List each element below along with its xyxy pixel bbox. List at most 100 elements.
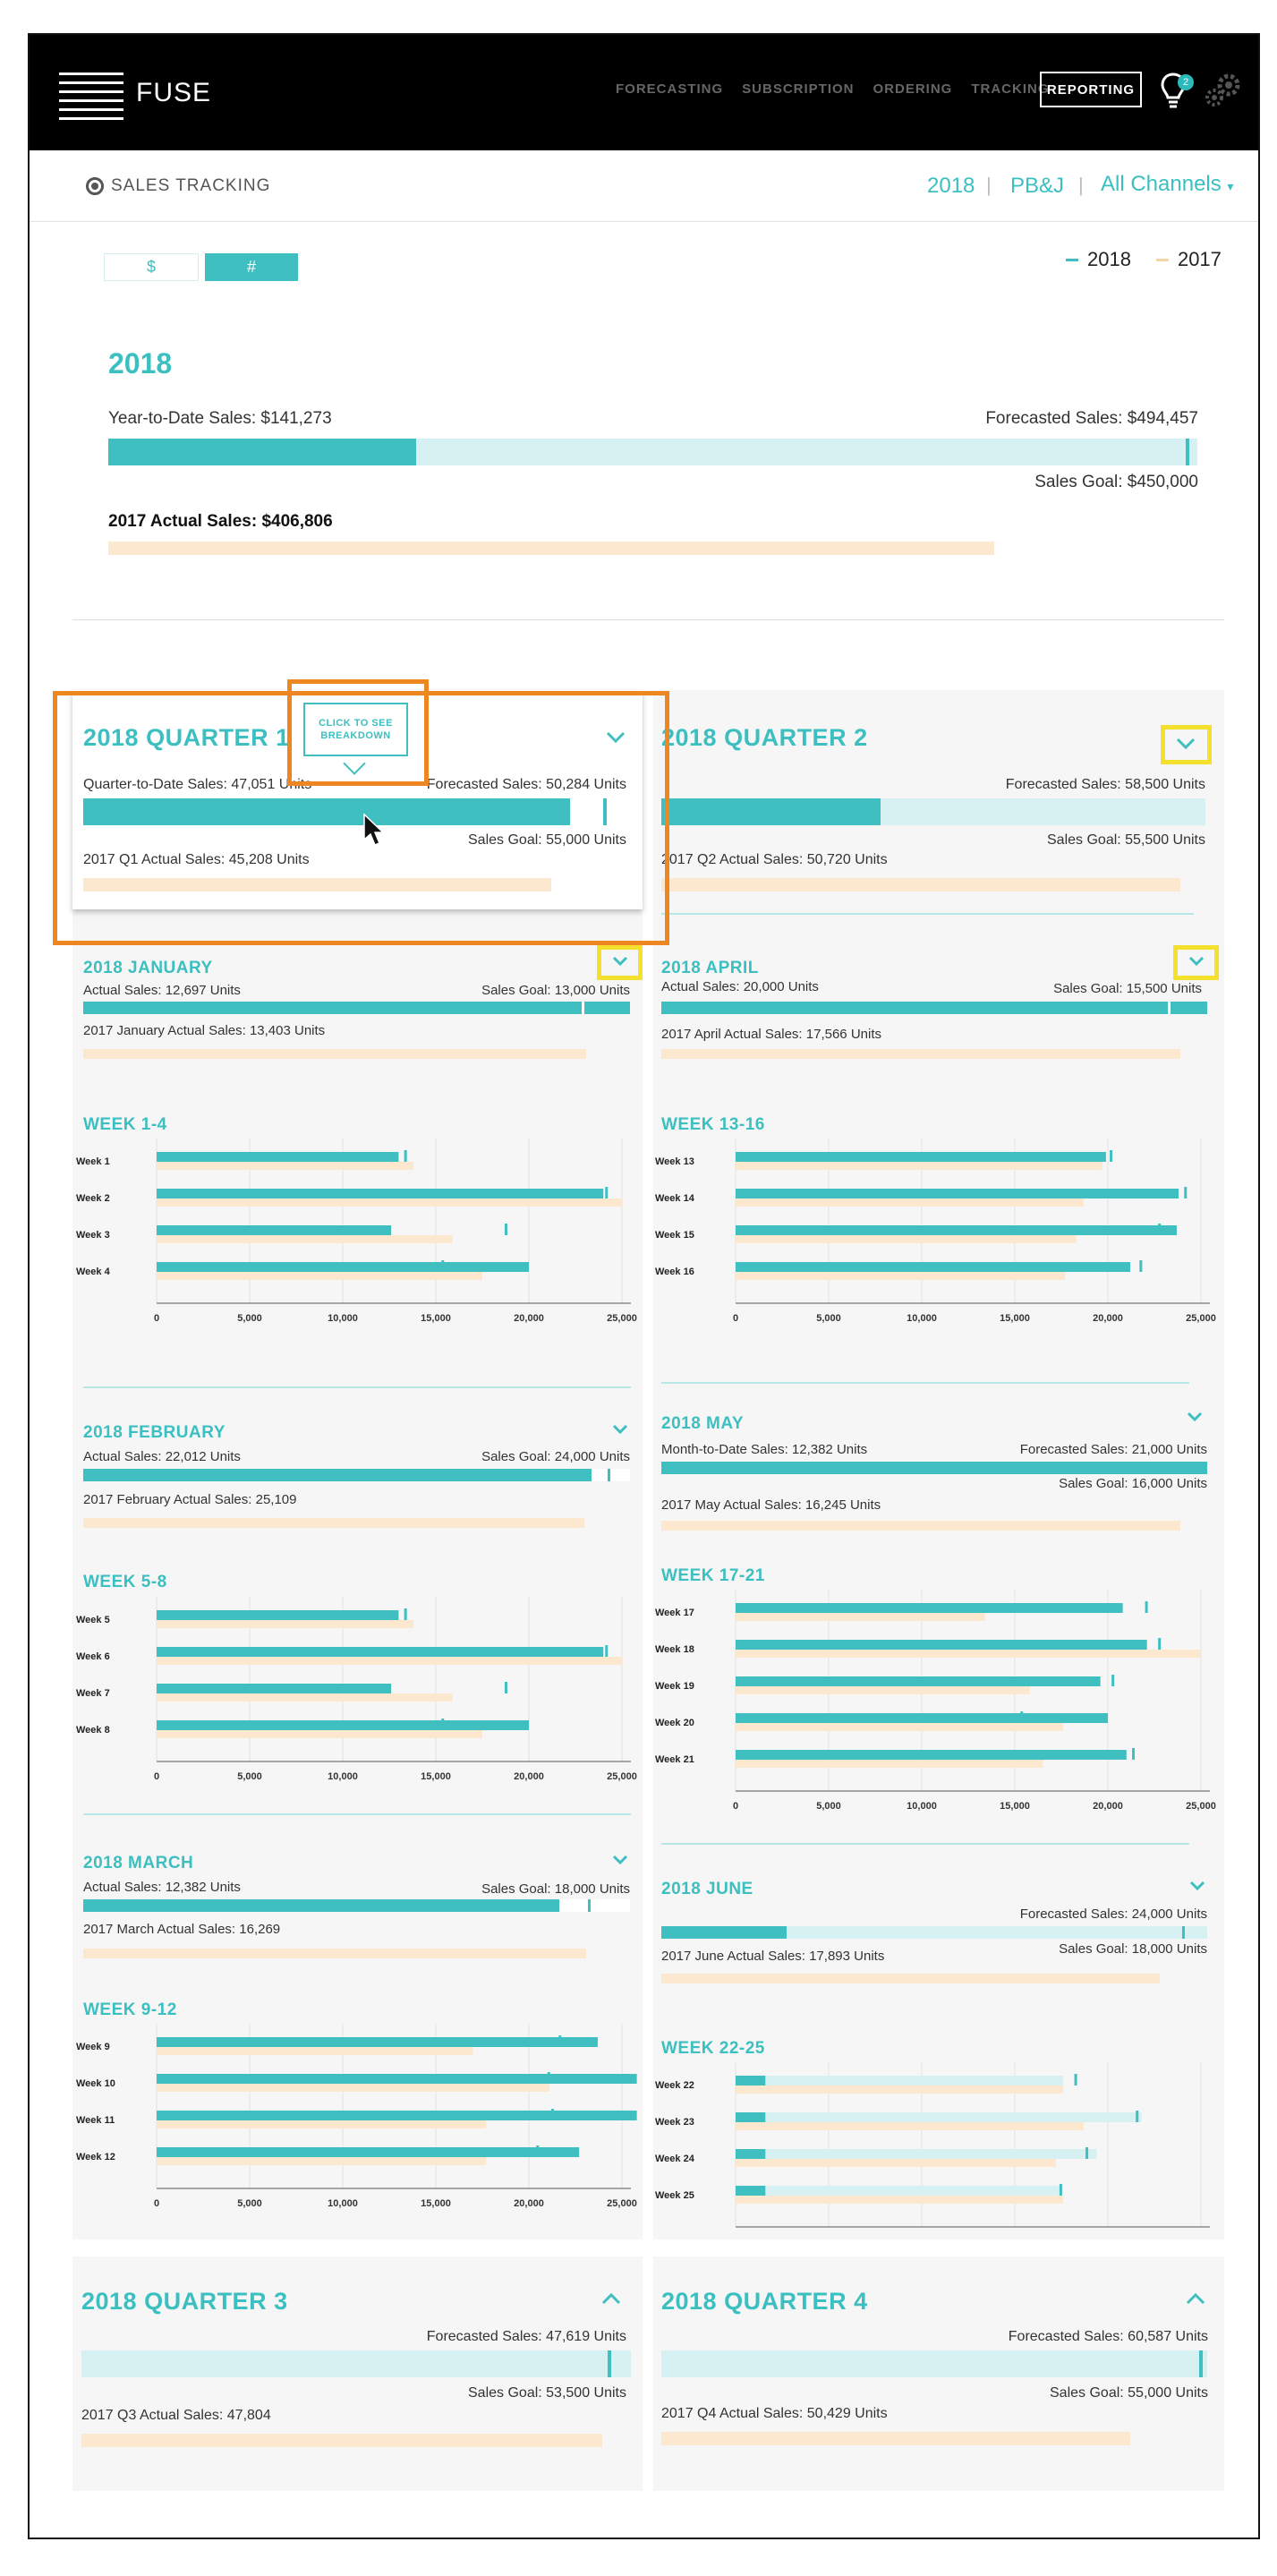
month-title-june[interactable]: 2018 JUNE [661, 1880, 753, 1898]
x-tick-label: 20,000 [514, 1313, 544, 1324]
legend-item-2018: 2018 [1066, 248, 1131, 271]
chevron-up-icon[interactable] [599, 2286, 624, 2311]
bar-2017 [736, 2122, 1084, 2130]
chevron-down-icon[interactable] [608, 949, 633, 974]
nav-forecasting[interactable]: FORECASTING [616, 81, 724, 97]
fuse-logo-icon[interactable]: F [59, 69, 123, 121]
legend-label: 2017 [1177, 248, 1222, 270]
bar-2017 [157, 2120, 487, 2128]
quarter-1-title[interactable]: 2018 QUARTER 1 [83, 724, 290, 751]
apr-actual-label: Actual Sales: 20,000 Units [661, 979, 819, 994]
week-label: Week 21 [655, 1754, 694, 1765]
x-tick-label: 25,000 [607, 1313, 637, 1324]
quarter-4-title[interactable]: 2018 QUARTER 4 [661, 2288, 868, 2315]
q1-forecast-label: Forecasted Sales: 50,284 Units [426, 777, 626, 792]
month-title-january[interactable]: 2018 JANUARY [83, 959, 213, 977]
jan-goal-marker [582, 1002, 584, 1014]
chevron-down-icon[interactable] [608, 1847, 633, 1872]
chevron-down-icon[interactable] [1173, 731, 1198, 756]
quarter-2-title[interactable]: 2018 QUARTER 2 [661, 724, 868, 751]
legend: 2018 2017 [1066, 248, 1222, 271]
goal-marker [536, 2145, 540, 2157]
bar-2017 [157, 2084, 549, 2092]
year-actual-fill [108, 439, 416, 465]
units-toggle-button[interactable]: # [205, 253, 298, 281]
chevron-down-icon[interactable] [603, 725, 628, 750]
jan-goal-label: Sales Goal: 13,000 Units [481, 983, 630, 998]
x-tick-label: 5,000 [237, 1771, 262, 1782]
q2-forecast-label: Forecasted Sales: 58,500 Units [1005, 777, 1205, 792]
goal-marker [1132, 1748, 1136, 1760]
goal-marker [605, 1645, 609, 1657]
year-filter[interactable]: 2018 [927, 174, 975, 198]
x-tick-label: 20,000 [514, 1771, 544, 1782]
month-title-april[interactable]: 2018 APRIL [661, 959, 759, 977]
week-label: Week 17 [655, 1608, 694, 1618]
bar-2018 [157, 2037, 598, 2047]
quarter-1-panel [72, 690, 643, 2239]
quarter-3-title[interactable]: 2018 QUARTER 3 [81, 2288, 288, 2315]
bar-2017 [736, 2086, 1064, 2094]
q4-goal-label: Sales Goal: 55,000 Units [1050, 2385, 1208, 2401]
breakdown-tooltip[interactable]: CLICK TO SEE BREAKDOWN [303, 703, 408, 756]
x-tick-label: 0 [733, 1801, 738, 1812]
chevron-down-icon[interactable] [1184, 949, 1209, 974]
filter-separator: | [1078, 174, 1084, 196]
bar-forecast [736, 2076, 1064, 2086]
x-tick-label: 10,000 [907, 1313, 937, 1324]
goal-marker [404, 1608, 407, 1620]
bar-2017 [736, 1650, 1201, 1658]
nav-tracking[interactable]: TRACKING [971, 81, 1050, 97]
month-title-february[interactable]: 2018 FEBRUARY [83, 1423, 226, 1442]
jan-prev-bar [83, 1049, 586, 1059]
bar-2017 [736, 1686, 1030, 1694]
nav-subscription[interactable]: SUBSCRIPTION [742, 81, 855, 97]
jun-goal-marker [1182, 1926, 1185, 1939]
year-forecast-marker [1185, 439, 1189, 465]
x-tick-label: 0 [733, 1313, 738, 1324]
week-label: Week 20 [655, 1718, 694, 1728]
q3-forecast-marker [608, 2350, 611, 2377]
target-icon [86, 177, 104, 195]
weeks-title: WEEK 1-4 [83, 1115, 167, 1134]
page-title-text: SALES TRACKING [111, 176, 271, 195]
goal-marker [547, 2072, 550, 2084]
q3-prev-bar [81, 2434, 602, 2447]
dollar-toggle-button[interactable]: $ [104, 253, 199, 281]
goal-marker [441, 1719, 445, 1730]
bar-2018 [157, 1152, 399, 1162]
nav-reporting[interactable]: REPORTING [1040, 72, 1142, 107]
chevron-down-icon[interactable] [1182, 1404, 1207, 1429]
month-title-may[interactable]: 2018 MAY [661, 1414, 745, 1433]
channel-filter[interactable]: All Channels ▾ [1101, 172, 1233, 197]
gears-icon[interactable] [1204, 73, 1243, 108]
main-nav: FORECASTING SUBSCRIPTION ORDERING TRACKI… [616, 81, 1050, 97]
goal-marker [1074, 2074, 1077, 2086]
q4-prev-bar [661, 2432, 1130, 2445]
mar-progress-bar [83, 1899, 630, 1912]
bar-2017 [736, 1162, 1102, 1170]
chevron-up-icon[interactable] [1183, 2286, 1208, 2311]
week-label: Week 6 [76, 1651, 110, 1662]
divider [83, 1813, 631, 1815]
weeks-title: WEEK 5-8 [83, 1573, 167, 1591]
may-forecast-label: Forecasted Sales: 21,000 Units [1019, 1442, 1207, 1457]
chevron-down-icon[interactable] [608, 1417, 633, 1442]
goal-marker [1111, 1675, 1115, 1686]
chevron-down-icon[interactable] [1185, 1873, 1210, 1898]
may-goal-label: Sales Goal: 16,000 Units [1059, 1476, 1207, 1491]
mar-prev-bar [83, 1949, 586, 1958]
q3-prev-label: 2017 Q3 Actual Sales: 47,804 [81, 2408, 271, 2423]
divider [661, 1382, 1189, 1384]
product-filter[interactable]: PB&J [1010, 174, 1065, 198]
mar-actual-fill [83, 1899, 559, 1912]
nav-ordering[interactable]: ORDERING [873, 81, 953, 97]
q1-progress-bar [83, 798, 626, 825]
month-title-march[interactable]: 2018 MARCH [83, 1854, 194, 1872]
channel-filter-label: All Channels [1101, 172, 1222, 196]
bar-2017 [157, 1235, 453, 1243]
goal-marker [1158, 1638, 1162, 1650]
week-label: Week 13 [655, 1156, 694, 1167]
jun-prev-label: 2017 June Actual Sales: 17,893 Units [661, 1949, 885, 1964]
